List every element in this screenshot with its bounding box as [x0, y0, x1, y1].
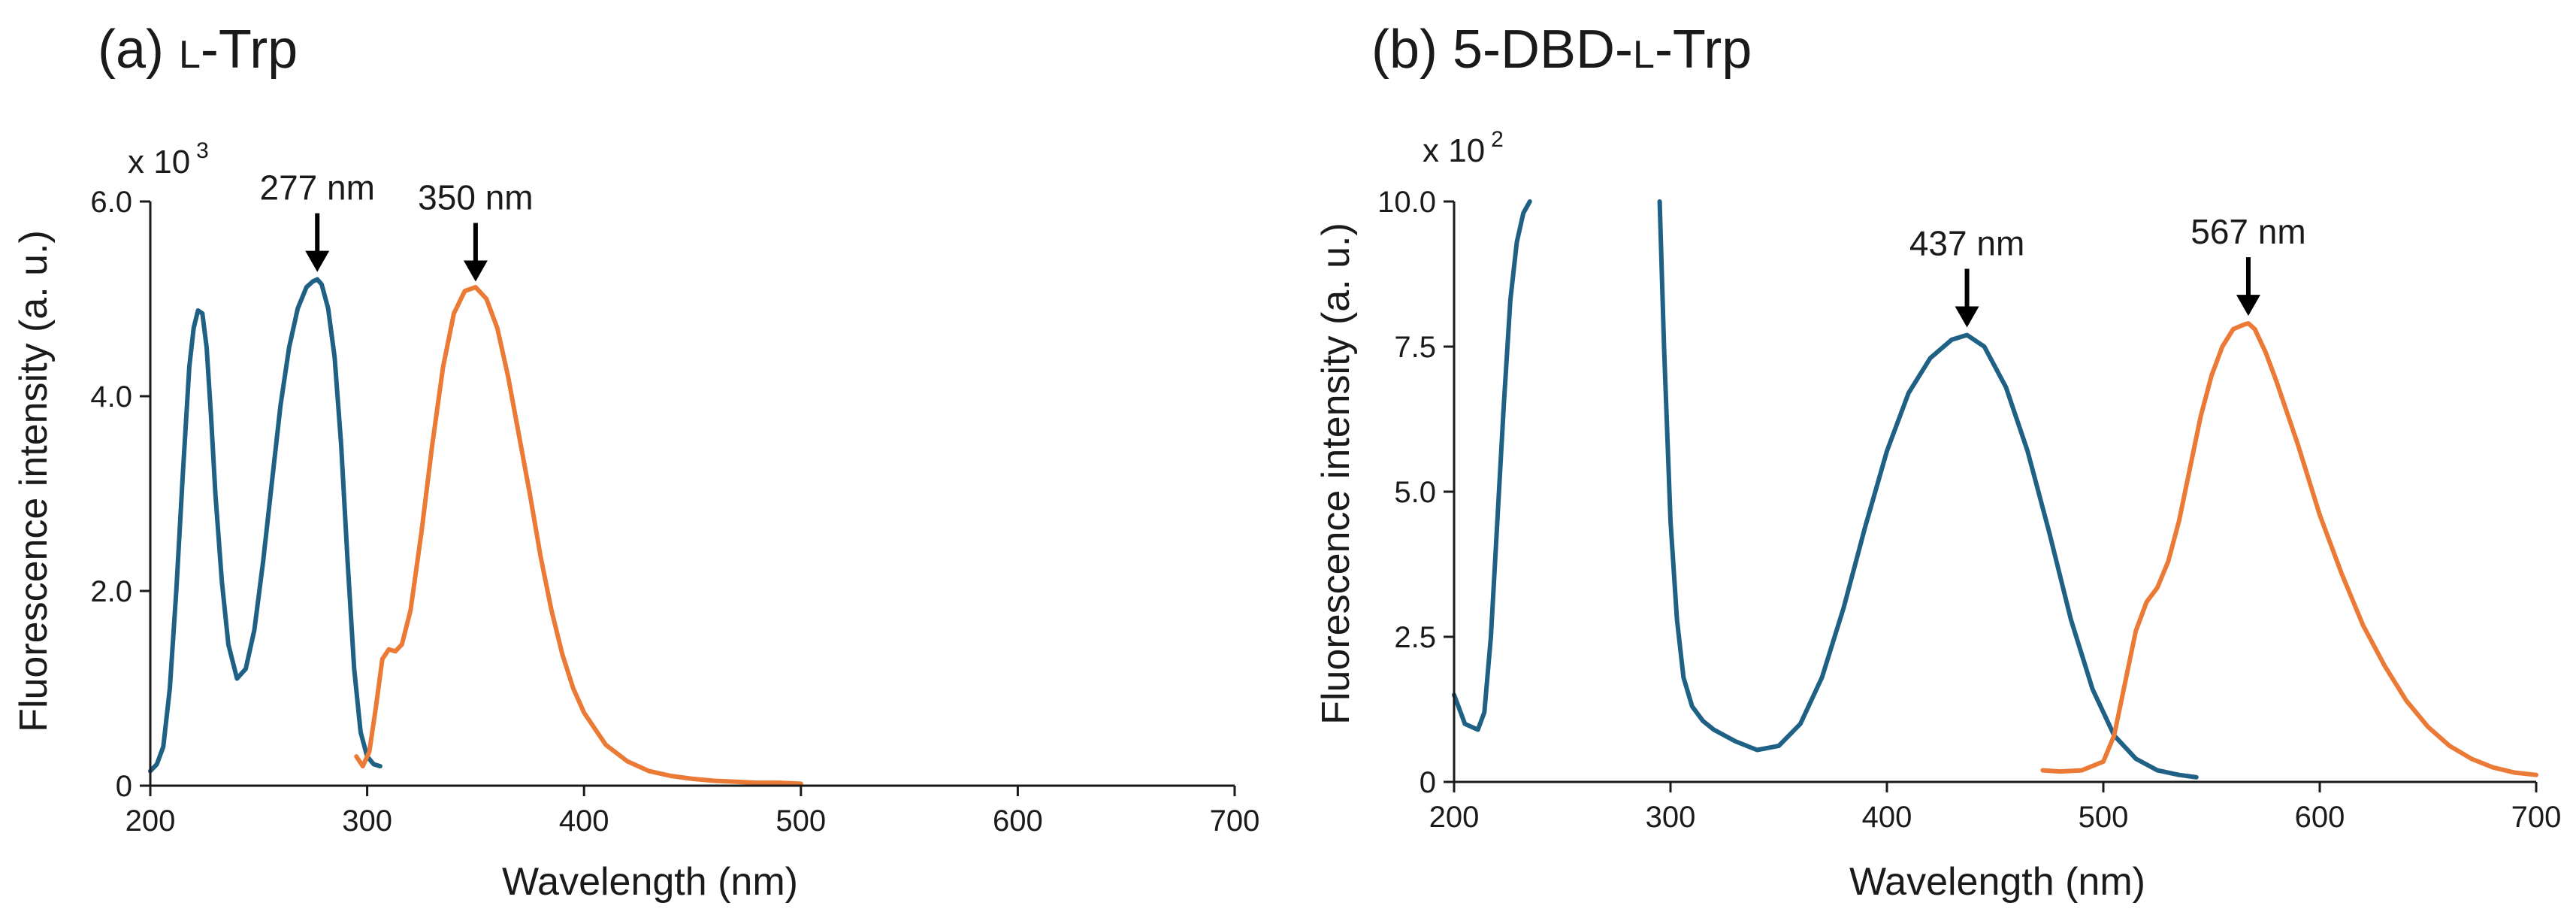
panel-b-x-tick-label: 500	[2079, 801, 2129, 834]
panel-b-y-tick-label: 5.0	[1394, 476, 1436, 509]
panel-b-excitation-curve	[1657, 199, 2199, 780]
panel-a-y-axis-label: Fluorescence intensity (a. u.)	[12, 230, 56, 732]
panel-b-annotations: 437 nm 567 nm	[1909, 212, 2306, 328]
panel-a-x-tick-label: 300	[342, 804, 392, 838]
panel-b-x-tick-label: 300	[1646, 801, 1696, 834]
panel-b-ticks: 200 300 400 500 600 700 0 2.5 5.0 7.5 10.0	[1377, 186, 2561, 834]
panel-a-peak-arrowhead	[305, 250, 330, 272]
panel-b-excitation-curve	[1452, 199, 1532, 732]
panel-b-peak-arrowhead	[1955, 306, 1979, 328]
panel-b-y-tick-label: 10.0	[1377, 186, 1436, 219]
panel-b-y-axis-label: Fluorescence intensity (a. u.)	[1314, 223, 1358, 725]
panel-b-x-tick-label: 200	[1429, 801, 1480, 834]
panel-b-y-tick-label: 2.5	[1394, 621, 1436, 654]
panel-a-annotations: 277 nm 350 nm	[260, 168, 534, 282]
panel-a-title: (a) L-Trp	[98, 20, 298, 80]
panel-a-x-tick-label: 700	[1210, 804, 1260, 838]
panel-a-x-tick-label: 200	[125, 804, 176, 838]
panel-a-curves	[148, 277, 803, 786]
panel-b-x-tick-label: 700	[2511, 801, 2562, 834]
panel-a-emission-curve	[354, 285, 803, 786]
panel-a-peak-label: 277 nm	[260, 168, 375, 208]
panel-a-peak-label: 350 nm	[418, 178, 533, 217]
panel-b-peak-label: 437 nm	[1909, 224, 2024, 263]
panel-a-x-axis-label: Wavelength (nm)	[502, 860, 798, 904]
panel-b-peak-label: 567 nm	[2191, 212, 2305, 251]
panel-a-x-tick-label: 600	[993, 804, 1043, 838]
panel-a-y-tick-label: 6.0	[90, 186, 132, 219]
panel-a: (a) L-Trp x 10 3 Fluorescence intensity (…	[12, 20, 1259, 904]
panel-a-x-tick-label: 400	[559, 804, 609, 838]
panel-b-x-axis-label: Wavelength (nm)	[1849, 860, 2145, 904]
panel-a-peak-arrowhead	[463, 260, 488, 282]
panel-a-excitation-curve	[148, 277, 382, 774]
panel-a-x-tick-label: 500	[776, 804, 826, 838]
panel-b: (b) 5-DBD-L-Trp x 10 2 Fluorescence inten…	[1314, 20, 2561, 904]
panel-b-peak-arrowhead	[2236, 295, 2260, 317]
panel-b-x-tick-label: 400	[1862, 801, 1912, 834]
panel-b-title: (b) 5-DBD-L-Trp	[1371, 20, 1752, 80]
panel-b-y-tick-label: 7.5	[1394, 331, 1436, 364]
panel-b-y-multiplier: x 10 2	[1423, 127, 1504, 169]
panel-a-y-tick-label: 0	[116, 770, 132, 803]
panel-b-x-tick-label: 600	[2295, 801, 2345, 834]
panel-a-y-tick-label: 2.0	[90, 575, 132, 608]
panel-b-curves	[1452, 199, 2538, 780]
panel-a-y-multiplier: x 10 3	[128, 138, 209, 180]
panel-a-y-tick-label: 4.0	[90, 380, 132, 414]
panel-a-ticks: 200 300 400 500 600 700 0 2.0 4.0 6.0	[90, 186, 1259, 838]
panel-b-y-tick-label: 0	[1420, 766, 1436, 799]
panel-b-emission-curve	[2040, 321, 2538, 777]
